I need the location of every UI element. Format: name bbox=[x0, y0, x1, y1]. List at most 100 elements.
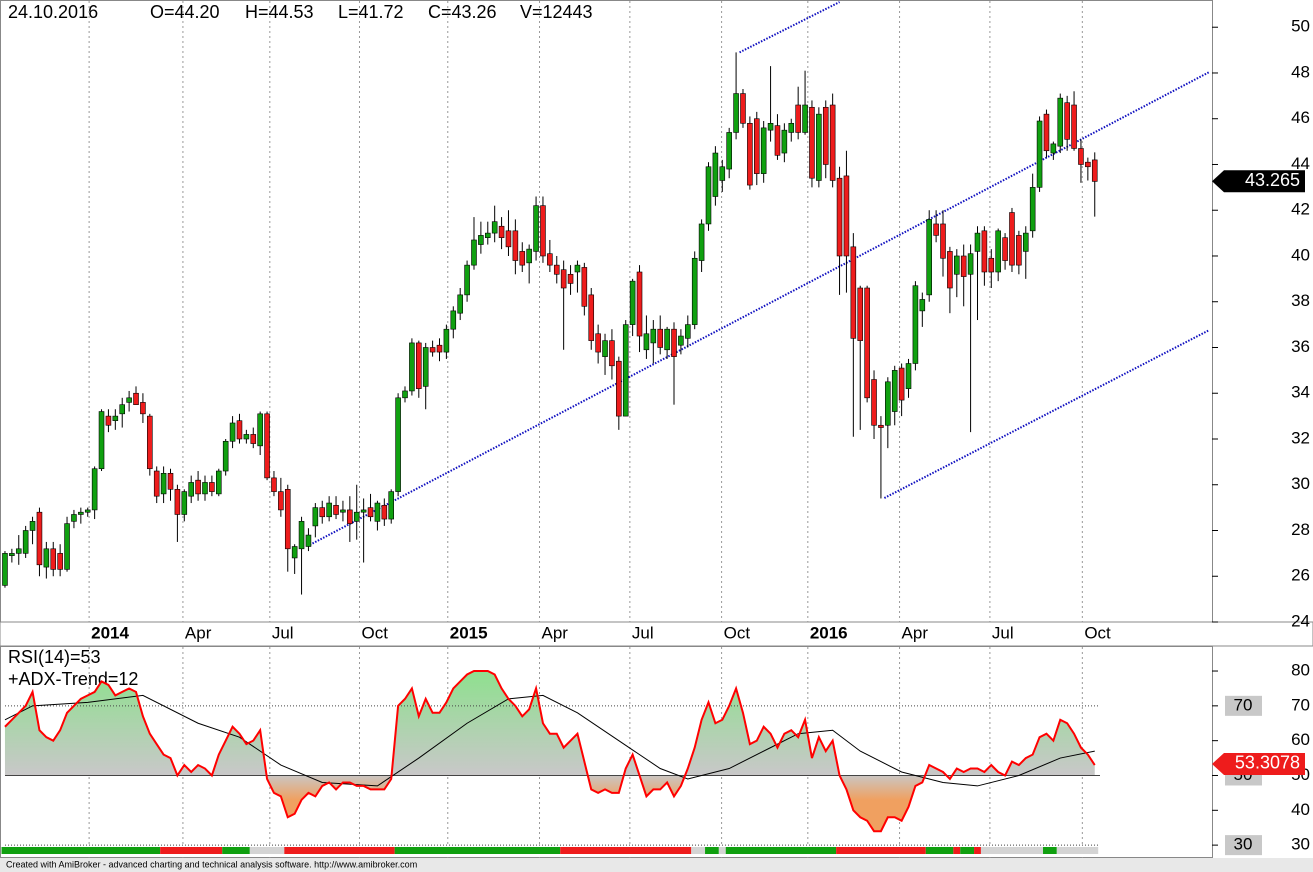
candle-body bbox=[1057, 97, 1064, 147]
trend-segment bbox=[222, 847, 250, 854]
candle-body bbox=[381, 505, 388, 520]
date-axis bbox=[0, 621, 1313, 647]
candle-body bbox=[588, 294, 595, 341]
candle-body bbox=[360, 509, 367, 513]
header-volume: V=12443 bbox=[520, 2, 593, 22]
candle-body bbox=[885, 381, 891, 426]
rsi-line bbox=[4, 670, 1096, 833]
candle-body bbox=[298, 521, 305, 550]
candle-body bbox=[733, 93, 739, 133]
y-tick-label: 36 bbox=[1291, 337, 1310, 356]
candle-body bbox=[340, 509, 346, 513]
trend-segment bbox=[249, 847, 285, 854]
candle-body bbox=[622, 324, 629, 417]
header-low: L=41.72 bbox=[338, 2, 404, 22]
candle-body bbox=[567, 273, 574, 284]
candle-body bbox=[291, 546, 298, 559]
candle-body bbox=[229, 422, 236, 442]
candle-body bbox=[809, 106, 815, 179]
y-tick-label: 34 bbox=[1291, 383, 1310, 402]
candle-body bbox=[133, 392, 139, 405]
candle-body bbox=[933, 223, 939, 236]
candle-body bbox=[629, 280, 636, 325]
y-tick-label: 46 bbox=[1291, 108, 1310, 127]
candle-body bbox=[312, 507, 319, 527]
x-tick-label: Oct bbox=[361, 623, 388, 642]
trend-segment bbox=[560, 847, 692, 854]
y-tick-label: 24 bbox=[1291, 611, 1310, 630]
channel-line bbox=[309, 71, 1210, 546]
candle-body bbox=[960, 255, 967, 277]
candle-body bbox=[636, 271, 643, 337]
candle-body bbox=[491, 221, 498, 234]
candle-body bbox=[788, 123, 795, 133]
candle-body bbox=[505, 230, 512, 248]
candle-body bbox=[774, 125, 781, 156]
price-tag-bg bbox=[1212, 170, 1305, 193]
rsi-panel bbox=[0, 646, 1213, 858]
candle-body bbox=[967, 253, 974, 275]
candle-body bbox=[333, 505, 339, 515]
trend-segment bbox=[974, 847, 981, 854]
rsi-tag: 53.3078 bbox=[1235, 753, 1300, 773]
candle-body bbox=[222, 440, 229, 472]
rsi-fill bbox=[4, 671, 1095, 832]
candle-body bbox=[871, 379, 877, 426]
candle-body bbox=[760, 127, 767, 174]
y-tick-label: 44 bbox=[1291, 154, 1310, 173]
candle-body bbox=[71, 514, 77, 522]
candle-body bbox=[512, 230, 519, 261]
header-open: O=44.20 bbox=[150, 2, 220, 22]
candle-body bbox=[15, 548, 22, 554]
candle-body bbox=[464, 264, 470, 296]
trend-segment bbox=[718, 847, 726, 854]
channel-line bbox=[883, 329, 1210, 499]
y-tick-label: 30 bbox=[1291, 835, 1310, 854]
candle-body bbox=[498, 225, 505, 238]
candle-body bbox=[174, 489, 181, 515]
candle-body bbox=[478, 235, 484, 245]
candle-body bbox=[209, 482, 215, 492]
candle-body bbox=[802, 104, 808, 133]
candle-body bbox=[271, 477, 277, 492]
candle-body bbox=[988, 257, 995, 273]
candle-body bbox=[616, 360, 622, 417]
candle-body bbox=[216, 470, 222, 495]
candle-body bbox=[243, 434, 250, 440]
candle-body bbox=[167, 473, 174, 490]
x-tick-label: Oct bbox=[724, 623, 751, 642]
candle-body bbox=[767, 123, 774, 131]
candle-body bbox=[284, 489, 291, 550]
candle-body bbox=[981, 230, 988, 273]
x-tick-label: Jul bbox=[992, 623, 1014, 642]
candle-body bbox=[119, 404, 126, 415]
price-tag: 43.265 bbox=[1245, 170, 1300, 190]
candle-body bbox=[574, 264, 581, 273]
candle-body bbox=[236, 420, 243, 440]
trend-segment bbox=[1, 847, 161, 854]
candle-body bbox=[1022, 232, 1029, 252]
candle-body bbox=[160, 473, 167, 495]
candle-body bbox=[112, 415, 119, 421]
candle-body bbox=[416, 342, 422, 389]
candle-body bbox=[98, 411, 105, 470]
candle-body bbox=[319, 507, 326, 518]
candle-body bbox=[367, 507, 374, 518]
y-tick-label: 48 bbox=[1291, 62, 1310, 81]
trend-segment bbox=[705, 847, 719, 854]
trend-segment bbox=[925, 847, 954, 854]
footer: Created with AmiBroker - advanced charti… bbox=[6, 859, 417, 869]
candle-body bbox=[726, 132, 732, 170]
candle-body bbox=[436, 344, 443, 353]
candle-body bbox=[1091, 159, 1098, 182]
candle-body bbox=[105, 415, 112, 426]
trend-segment bbox=[284, 847, 395, 854]
y-tick-label: 42 bbox=[1291, 200, 1310, 219]
x-tick-label: Oct bbox=[1084, 623, 1111, 642]
candle-body bbox=[526, 248, 532, 264]
candle-body bbox=[891, 370, 898, 412]
candle-body bbox=[374, 502, 381, 522]
candle-body bbox=[1050, 143, 1057, 154]
candle-body bbox=[650, 328, 657, 344]
